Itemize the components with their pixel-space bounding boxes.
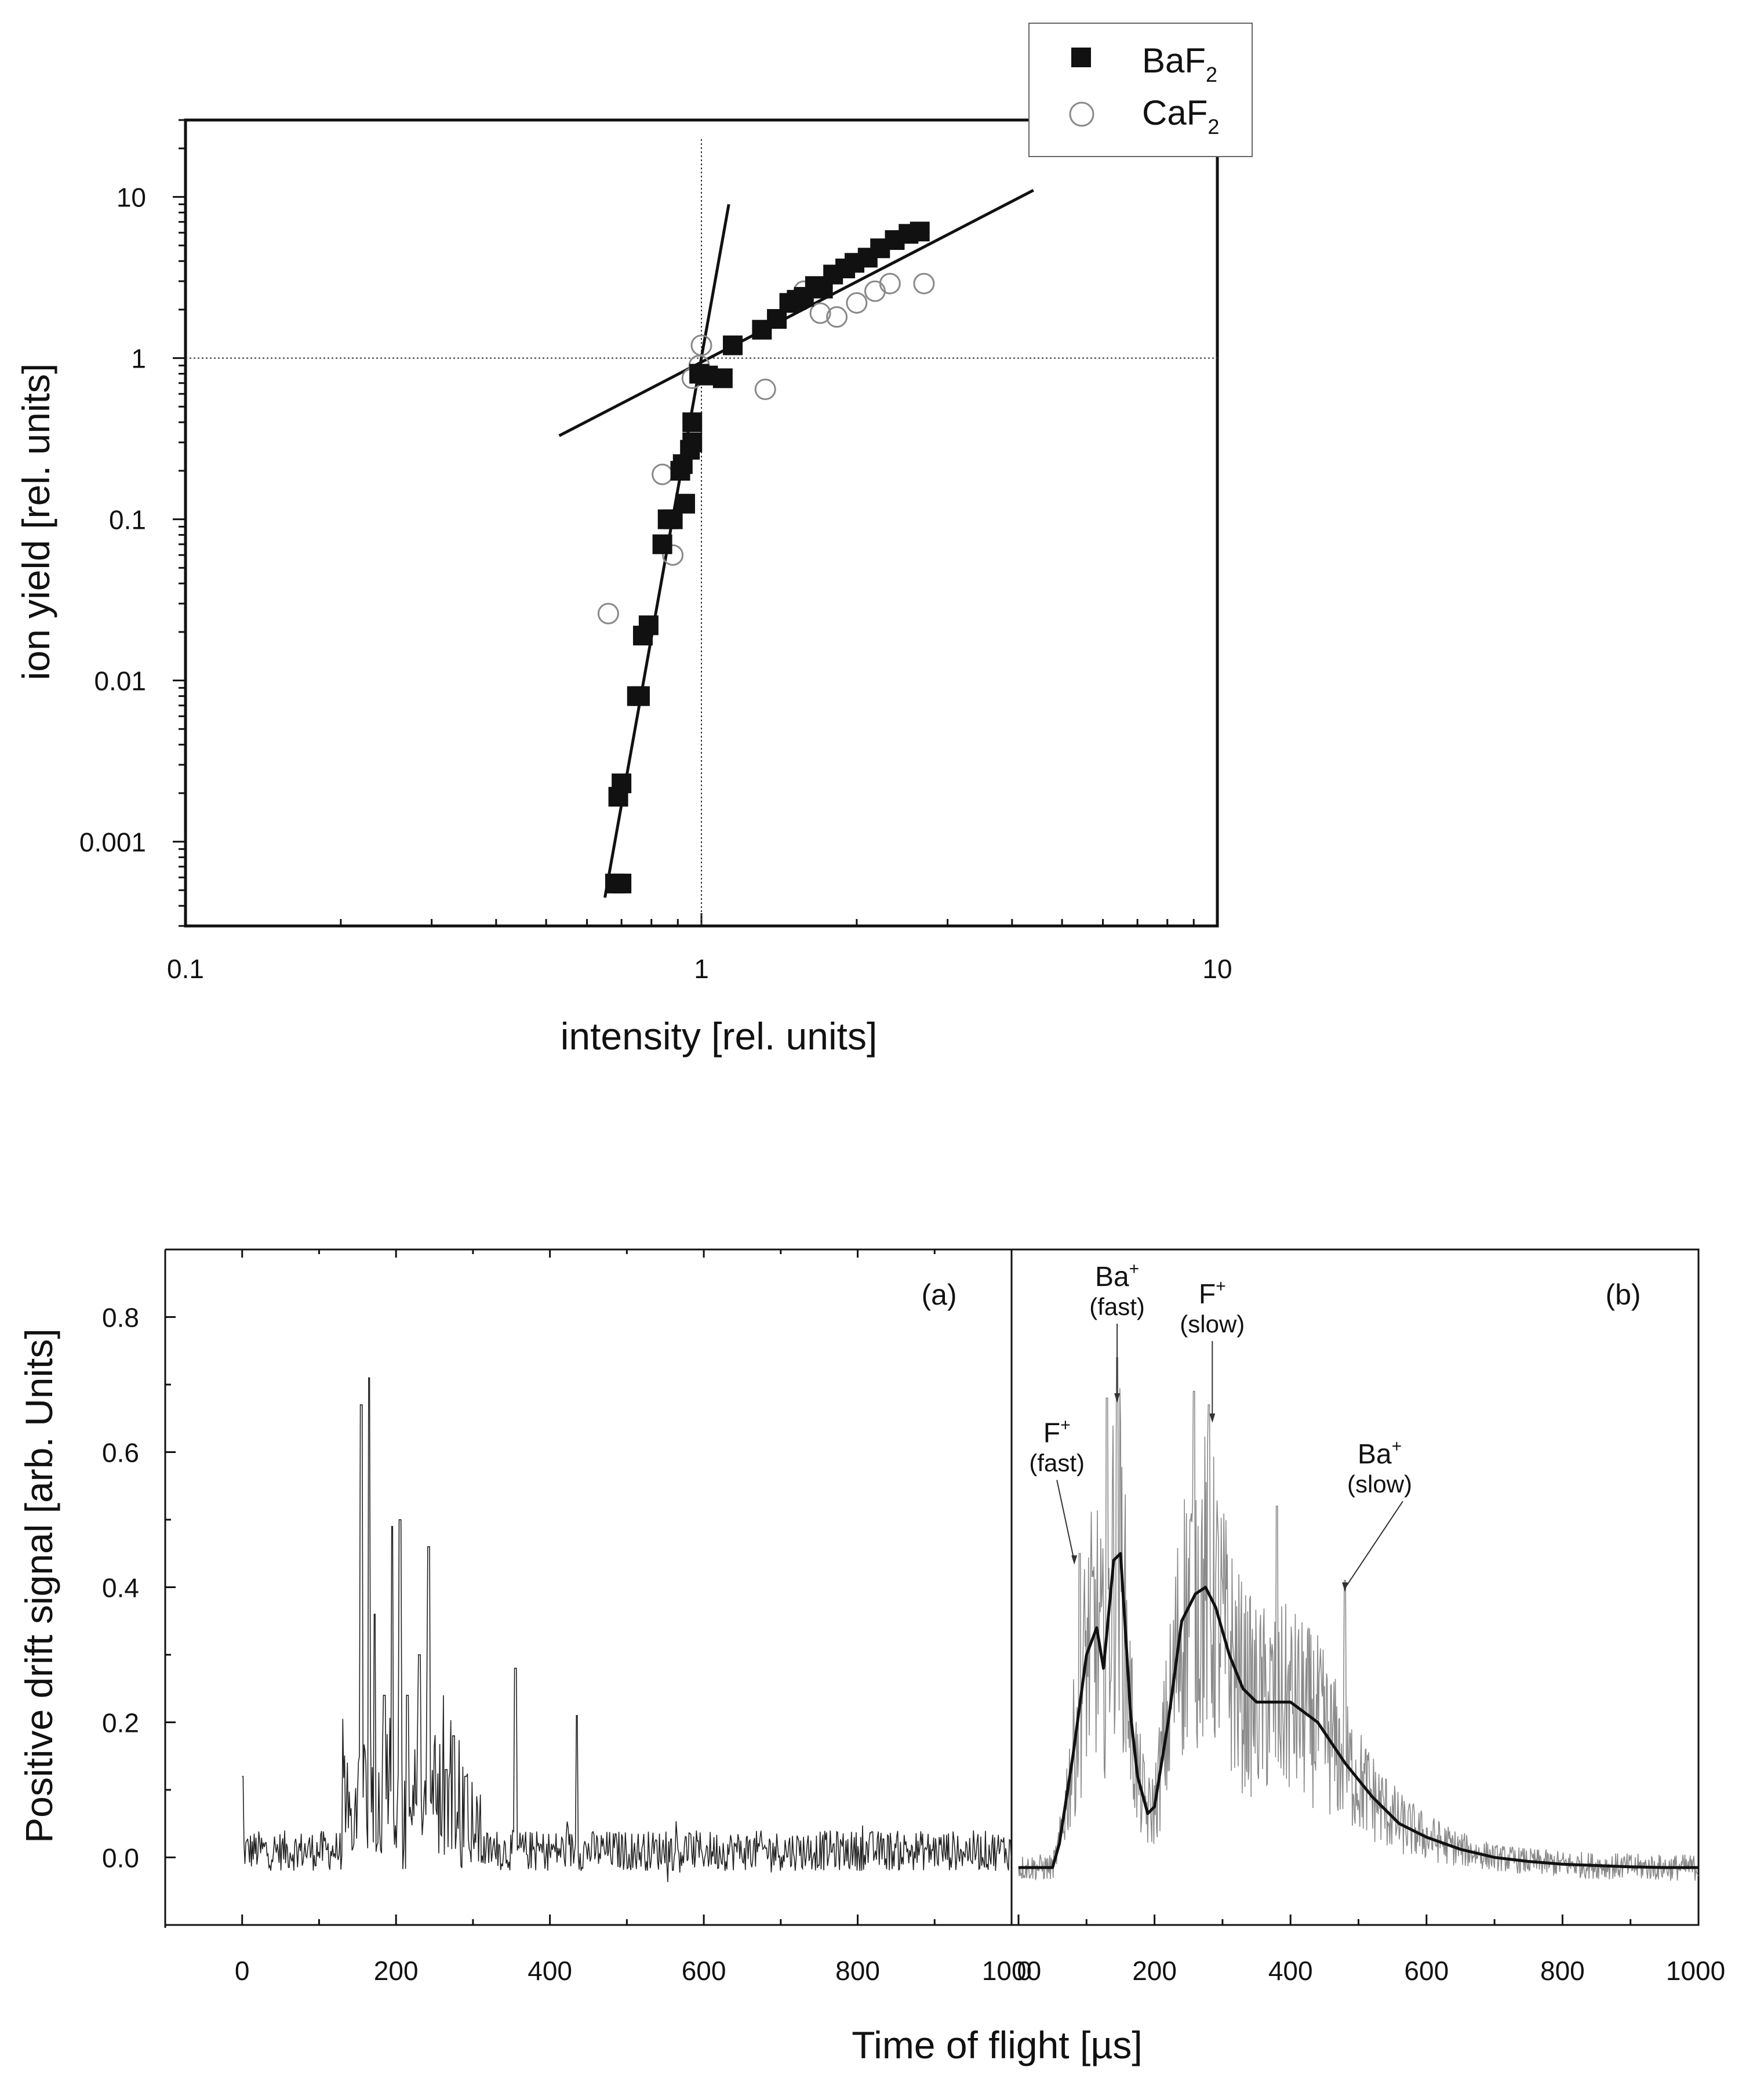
peak-annotation-sup: + bbox=[1216, 1277, 1226, 1296]
top-x-tick-labels: 0.1 1 10 bbox=[167, 954, 1232, 984]
panel-b-raw-trace bbox=[1018, 1357, 1699, 1881]
y-tick-label: 1 bbox=[131, 344, 146, 374]
x-tick-label: 10 bbox=[1202, 954, 1232, 984]
legend-marker-caf2 bbox=[1069, 101, 1094, 127]
legend-marker-baf2 bbox=[1071, 48, 1091, 67]
panel-a-x-tick-label: 800 bbox=[835, 1956, 880, 1986]
top-y-tick-labels: 0.001 0.01 0.1 1 10 bbox=[79, 183, 146, 858]
top-y-axis-title: ion yield [rel. units] bbox=[14, 364, 57, 681]
peak-annotation-sublabel: (slow) bbox=[1180, 1310, 1245, 1338]
panel-b-x-tick-label: 1000 bbox=[1666, 1956, 1725, 1986]
panel-b-ticks bbox=[1017, 1915, 1700, 1925]
legend-label-baf2: BaF2 bbox=[1142, 41, 1217, 86]
caf2-point bbox=[879, 273, 901, 295]
panel-b-x-tick-labels: 0 200 400 600 800 1000 bbox=[1017, 1956, 1725, 1986]
x-tick-label: 1 bbox=[694, 954, 709, 984]
panel-b-frame bbox=[1010, 1248, 1700, 1926]
panel-a-x-tick-label: 0 bbox=[235, 1956, 250, 1986]
caf2-point bbox=[754, 379, 776, 401]
panel-a-x-tick-label: 600 bbox=[682, 1956, 726, 1986]
peak-annotation-sublabel: (fast) bbox=[1089, 1293, 1145, 1320]
panel-a-y-tick-label: 0.4 bbox=[102, 1573, 139, 1603]
panel-a-x-tick-label: 400 bbox=[528, 1956, 572, 1986]
top-log-log-chart: 0.1 1 10 0.001 0.01 0.1 1 10 intensity [rel. u… bbox=[14, 23, 1253, 1058]
panel-b-peak-annotations: F+(fast)Ba+(fast) F+(slow)Ba+(slow) bbox=[1029, 1259, 1412, 1592]
panel-a-y-tick-label: 0.0 bbox=[102, 1843, 139, 1873]
peak-annotation-arrowhead bbox=[1114, 1393, 1121, 1403]
panel-a-signal-trace bbox=[242, 1377, 1012, 1882]
panel-b-x-tick-label: 0 bbox=[1017, 1956, 1032, 1986]
legend-label-caf2: CaF2 bbox=[1142, 93, 1219, 139]
peak-annotation-arrow bbox=[1344, 1501, 1403, 1589]
panel-a-y-tick-label: 0.8 bbox=[102, 1303, 139, 1333]
panel-a-label: (a) bbox=[921, 1278, 956, 1311]
peak-annotation-sup: + bbox=[1060, 1416, 1071, 1435]
top-data-points bbox=[597, 221, 935, 893]
panel-b-x-tick-label: 200 bbox=[1132, 1956, 1177, 1986]
baf2-point bbox=[612, 873, 632, 893]
baf2-point bbox=[682, 412, 703, 433]
caf2-point bbox=[690, 335, 712, 357]
panel-a-signal bbox=[242, 1377, 1012, 1882]
top-axis-ticks bbox=[173, 119, 1219, 927]
y-tick-label: 0.001 bbox=[79, 827, 146, 858]
x-tick-label: 0.1 bbox=[167, 954, 204, 984]
panel-a-ticks bbox=[164, 1249, 1013, 1926]
top-legend: BaF2 CaF2 bbox=[1028, 23, 1253, 157]
caf2-point bbox=[652, 463, 674, 485]
peak-annotation-label: F+ bbox=[1043, 1416, 1071, 1449]
caf2-point bbox=[864, 280, 886, 302]
y-tick-label: 0.1 bbox=[109, 505, 146, 535]
top-x-axis-title: intensity [rel. units] bbox=[561, 1015, 878, 1058]
panel-a-y-tick-label: 0.2 bbox=[102, 1708, 139, 1738]
peak-annotation-arrowhead bbox=[1071, 1555, 1078, 1565]
panel-a-x-tick-labels: 0 200 400 600 800 1000 bbox=[235, 1956, 1041, 1986]
panel-b-x-tick-label: 600 bbox=[1404, 1956, 1449, 1986]
fit-line bbox=[558, 188, 1034, 437]
caf2-point bbox=[826, 306, 848, 328]
baf2-point bbox=[630, 686, 650, 706]
peak-annotation-sup: + bbox=[1392, 1437, 1402, 1456]
panel-a-x-tick-label: 1000 bbox=[982, 1956, 1041, 1986]
panel-b-signal bbox=[1018, 1357, 1699, 1881]
caf2-point bbox=[846, 292, 868, 314]
peak-annotation-sublabel: (fast) bbox=[1029, 1450, 1085, 1477]
baf2-point bbox=[675, 493, 695, 514]
peak-annotation-arrow bbox=[1056, 1480, 1075, 1561]
panel-a-x-tick-label: 200 bbox=[374, 1956, 419, 1986]
baf2-point bbox=[638, 615, 659, 635]
top-reference-lines bbox=[186, 139, 1217, 926]
peak-annotation-sup: + bbox=[1129, 1259, 1140, 1278]
baf2-point bbox=[910, 221, 930, 242]
y-tick-label: 0.01 bbox=[94, 666, 146, 696]
peak-annotation-arrowhead bbox=[1209, 1413, 1216, 1423]
bottom-y-axis-title: Positive drift signal [arb. Units] bbox=[17, 1328, 60, 1843]
y-tick-label: 10 bbox=[117, 183, 146, 213]
caf2-point bbox=[809, 302, 831, 324]
baf2-point bbox=[712, 368, 733, 388]
panel-a-y-tick-label: 0.6 bbox=[102, 1438, 139, 1468]
caf2-point bbox=[597, 602, 619, 624]
panel-b-x-tick-label: 800 bbox=[1540, 1956, 1585, 1986]
bottom-x-axis-title: Time of flight [µs] bbox=[852, 2024, 1142, 2066]
panel-b-label: (b) bbox=[1605, 1278, 1641, 1311]
peak-annotation-label: F+ bbox=[1199, 1277, 1226, 1310]
panel-a-y-tick-labels: 0.0 0.2 0.4 0.6 0.8 bbox=[102, 1303, 139, 1873]
panel-b-smoothed-curve bbox=[1019, 1552, 1698, 1869]
caf2-point bbox=[913, 273, 935, 295]
baf2-point bbox=[612, 773, 632, 794]
panel-b-x-tick-label: 400 bbox=[1268, 1956, 1313, 1986]
peak-annotation-sublabel: (slow) bbox=[1347, 1470, 1412, 1498]
peak-annotation-label: Ba+ bbox=[1358, 1437, 1402, 1470]
baf2-point bbox=[652, 534, 672, 554]
legend-frame bbox=[1028, 23, 1253, 157]
bottom-time-of-flight-charts: 0 200 400 600 800 1000 0 200 400 600 800 1000 0.00… bbox=[17, 1248, 1725, 2066]
caf2-point bbox=[662, 544, 684, 566]
peak-annotation-label: Ba+ bbox=[1095, 1259, 1139, 1292]
baf2-point bbox=[723, 335, 743, 355]
baf2-point bbox=[682, 433, 703, 452]
peak-annotation-arrowhead bbox=[1342, 1582, 1348, 1592]
